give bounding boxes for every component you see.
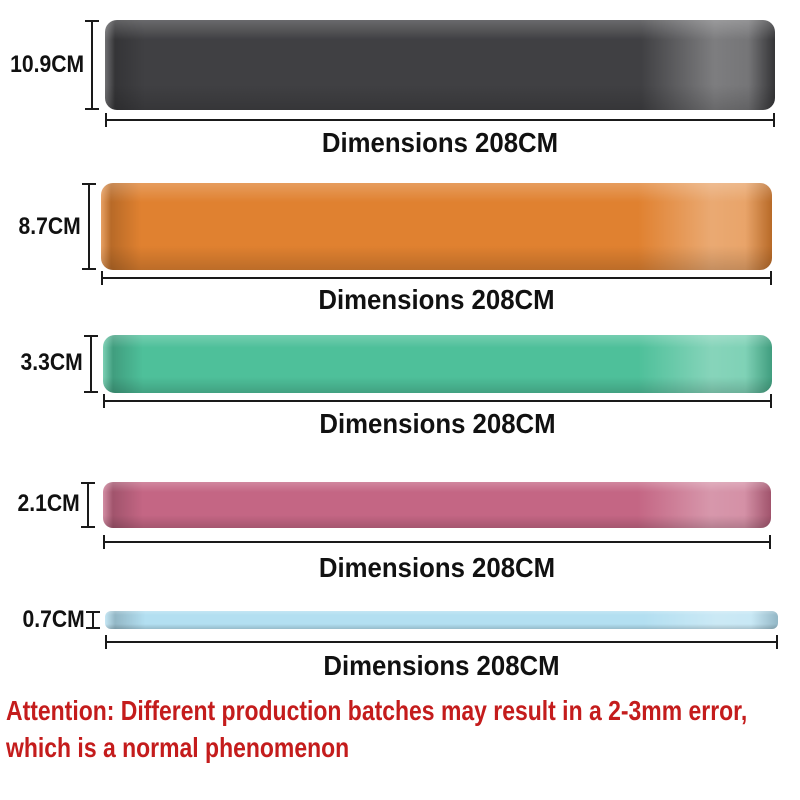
attention-line-1: Attention: Different production batches … xyxy=(6,695,748,726)
vertical-measure-line xyxy=(86,611,100,629)
band-length-label: Dimensions 208CM xyxy=(318,552,556,583)
attention-note: Attention: Different production batches … xyxy=(6,692,800,766)
band-width-label: 8.7CM xyxy=(18,213,81,240)
attention-line-2: which is a normal phenomenon xyxy=(6,732,350,763)
band-length-label: Dimensions 208CM xyxy=(323,650,560,681)
band-width-label: 10.9CM xyxy=(10,51,84,78)
band-width-label: 3.3CM xyxy=(20,349,83,376)
vertical-measure-line xyxy=(84,335,98,393)
horizontal-measure-line xyxy=(103,535,771,549)
horizontal-measure-line xyxy=(103,394,772,408)
band-length-label: Dimensions 208CM xyxy=(321,127,559,158)
band-graphic-black xyxy=(105,20,775,110)
band-length-label: Dimensions 208CM xyxy=(318,284,555,315)
band-graphic-blue xyxy=(105,611,778,629)
horizontal-measure-line xyxy=(101,271,772,285)
vertical-measure-line xyxy=(81,482,95,528)
band-length-label: Dimensions 208CM xyxy=(319,408,556,439)
band-graphic-orange xyxy=(101,183,772,270)
band-graphic-pink xyxy=(103,482,771,528)
band-width-label: 0.7CM xyxy=(22,606,85,633)
vertical-measure-line xyxy=(85,20,99,110)
horizontal-measure-line xyxy=(105,113,775,127)
vertical-measure-line xyxy=(82,183,96,270)
horizontal-measure-line xyxy=(105,635,778,649)
band-width-label: 2.1CM xyxy=(17,490,80,517)
band-graphic-green xyxy=(103,335,772,393)
